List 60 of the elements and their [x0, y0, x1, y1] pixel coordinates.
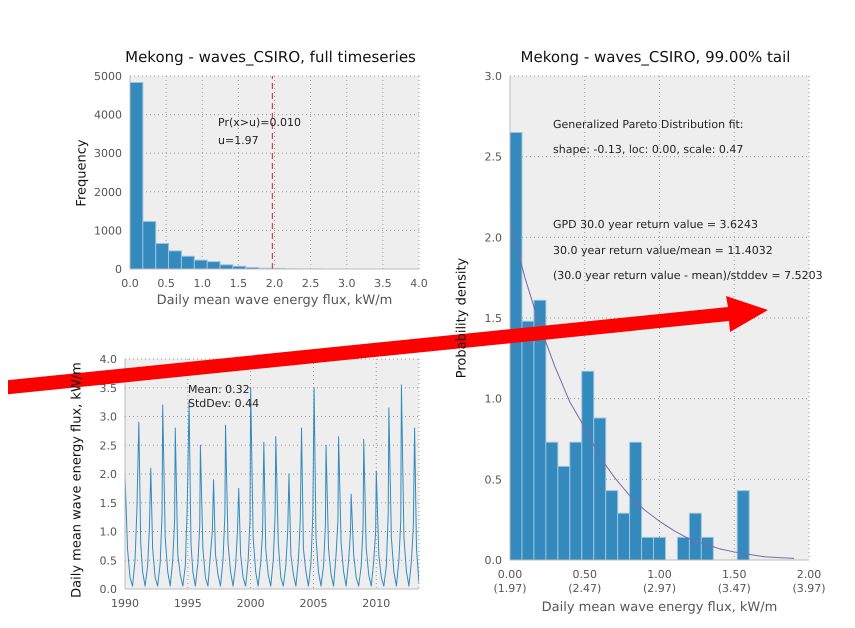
annotation: shape: -0.13, loc: 0.00, scale: 0.47 — [553, 143, 744, 156]
x-tick-label: 0.50 — [572, 568, 597, 580]
x-tick-label: 4.0 — [410, 276, 428, 290]
annotation: Mean: 0.32 — [188, 383, 250, 396]
y-tick-label: 1.0 — [100, 525, 117, 538]
chart-title: Mekong - waves_CSIRO, 99.00% tail — [520, 48, 792, 68]
annotation: Generalized Pareto Distribution fit: — [553, 118, 744, 131]
y-tick-label: 1.5 — [100, 496, 117, 510]
y-axis-title: Probability density — [454, 258, 470, 378]
x-tick-label: 1.50 — [722, 568, 746, 580]
x-tick-label: 2010 — [362, 596, 390, 610]
y-tick-label: 4.0 — [100, 352, 117, 366]
y-tick-label: 1.5 — [484, 312, 502, 324]
y-axis-title: Daily mean wave energy flux, kW/m — [70, 362, 84, 598]
y-tick-label: 3.0 — [484, 70, 502, 82]
y-tick-label: 3.0 — [100, 410, 117, 423]
x2-tick-label: (3.97) — [792, 582, 826, 594]
y-tick-label: 5000 — [94, 70, 122, 82]
x-tick-label: 0.0 — [121, 276, 139, 290]
x-tick-label: 3.5 — [374, 276, 392, 290]
y-tick-label: 4000 — [94, 108, 122, 122]
y-tick-label: 2.5 — [484, 150, 502, 164]
y-tick-label: 0 — [115, 262, 122, 276]
x-tick-label: 1.5 — [230, 276, 248, 290]
x-tick-label: 1.0 — [194, 276, 211, 290]
y-tick-label: 1.0 — [484, 392, 502, 406]
x2-tick-label: (1.97) — [493, 582, 527, 594]
x-axis-title: Daily mean wave energy flux, kW/m — [156, 293, 392, 308]
y-tick-label: 0.0 — [484, 554, 502, 566]
x2-tick-label: (2.47) — [568, 582, 602, 594]
x2-tick-label: (3.47) — [718, 582, 751, 594]
annotation: u=1.97 — [218, 134, 259, 147]
annotation: GPD 30.0 year return value = 3.6243 — [553, 218, 758, 231]
x-tick-label: 1990 — [111, 596, 139, 610]
x-tick-label: 2005 — [299, 596, 328, 610]
x2-tick-label: (2.97) — [642, 582, 676, 594]
y-axis-title: Frequency — [74, 138, 90, 206]
x-tick-label: 0.00 — [498, 568, 522, 580]
y-tick-label: 0.5 — [484, 472, 502, 486]
annotation: (30.0 year return value - mean)/stddev = 7.5203 — [553, 269, 823, 282]
annotation: Pr(x>u)=0.010 — [218, 116, 301, 129]
y-tick-label: 2.5 — [100, 438, 117, 452]
y-tick-label: 2.0 — [484, 230, 502, 244]
x-tick-label: 1995 — [174, 596, 202, 610]
x-tick-label: 0.5 — [157, 276, 175, 290]
x-tick-label: 2.0 — [266, 276, 284, 290]
x-tick-label: 1.00 — [647, 568, 672, 580]
x-tick-label: 3.0 — [338, 276, 356, 290]
x-tick-label: 2.5 — [302, 276, 320, 290]
chart-title: Mekong - waves_CSIRO, full timeseries — [124, 48, 417, 68]
x-tick-label: 2.00 — [796, 568, 822, 580]
y-tick-label: 2000 — [94, 185, 122, 198]
y-tick-label: 0.5 — [100, 554, 117, 567]
y-tick-label: 3000 — [94, 146, 122, 160]
x-tick-label: 2000 — [236, 596, 265, 610]
y-tick-label: 2.0 — [100, 468, 117, 480]
y-tick-label: 0.0 — [100, 582, 117, 596]
annotation: 30.0 year return value/mean = 11.4032 — [553, 244, 773, 257]
x-axis-title: Daily mean wave energy flux, kW/m — [542, 600, 778, 615]
y-tick-label: 1000 — [94, 224, 122, 237]
